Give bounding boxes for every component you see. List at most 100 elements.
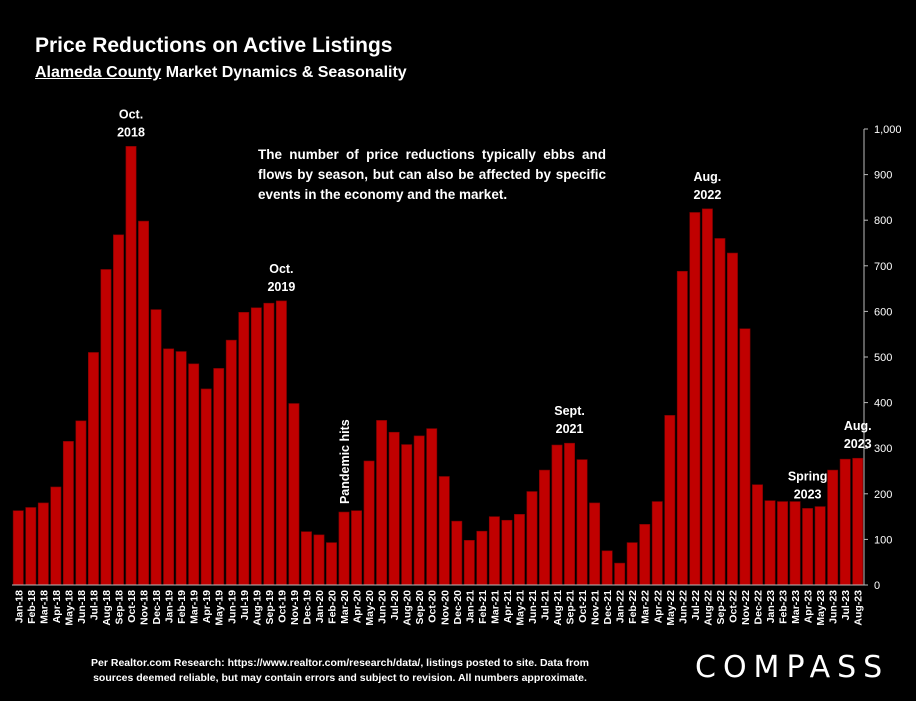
x-tick-label: Aug-22 — [702, 590, 714, 626]
bar-Nov-19 — [288, 403, 300, 586]
bar-May-22 — [664, 415, 676, 586]
y-tick-label: 0 — [874, 580, 880, 592]
x-tick-label: Jan-18 — [13, 590, 25, 623]
x-tick-label: Jul-23 — [840, 590, 852, 621]
x-tick-label: Apr-20 — [352, 590, 364, 623]
bar-Oct-18 — [125, 146, 137, 586]
x-tick-label: Apr-18 — [51, 590, 63, 623]
x-tick-label: Mar-20 — [339, 590, 351, 624]
bar-Sep-22 — [714, 238, 726, 586]
source-footer: Per Realtor.com Research: https://www.re… — [40, 656, 640, 686]
bar-Sep-21 — [564, 442, 575, 586]
y-tick-label: 700 — [874, 261, 892, 273]
x-tick-label: Sep-20 — [414, 590, 426, 625]
bar-Jul-20 — [388, 431, 400, 586]
bar-May-21 — [514, 514, 525, 586]
x-tick-label: Feb-18 — [26, 590, 38, 624]
x-tick-label: Dec-22 — [753, 590, 765, 625]
x-tick-label: Aug-19 — [251, 590, 263, 626]
x-tick-label: Jun-21 — [527, 590, 539, 624]
x-tick-label: Sep-19 — [264, 590, 276, 625]
bar-Aug-18 — [100, 269, 112, 586]
x-tick-label: Dec-21 — [602, 590, 614, 625]
bar-Mar-21 — [488, 516, 500, 586]
bar-Jun-23 — [827, 469, 839, 586]
footer-line-1: Per Realtor.com Research: https://www.re… — [91, 657, 589, 669]
bar-Jul-21 — [539, 469, 550, 586]
x-tick-label: Dec-19 — [301, 590, 313, 625]
x-tick-label: Dec-20 — [452, 590, 464, 625]
annotation-label: Pandemic hits — [338, 419, 352, 504]
bar-Dec-18 — [150, 309, 162, 586]
x-tick-label: Jan-19 — [164, 590, 176, 623]
chart-subtitle: Alameda County Market Dynamics & Seasona… — [35, 64, 407, 82]
y-tick-label: 200 — [874, 489, 892, 501]
bar-Aug-21 — [551, 444, 563, 586]
annotation-label: 2023 — [794, 487, 822, 501]
bar-Dec-21 — [601, 550, 613, 586]
bar-Oct-19 — [275, 300, 287, 586]
x-tick-label: Feb-23 — [778, 590, 790, 624]
bar-Jun-19 — [225, 339, 237, 586]
bar-May-19 — [213, 368, 225, 586]
x-tick-label: Feb-21 — [477, 590, 489, 624]
bar-Feb-20 — [326, 542, 337, 586]
bar-Jan-18 — [12, 510, 24, 586]
x-tick-label: Oct-18 — [126, 590, 138, 623]
x-tick-label: Jul-21 — [540, 590, 552, 621]
bar-Jul-23 — [839, 458, 851, 586]
y-tick-label: 800 — [874, 215, 892, 227]
x-tick-label: Jan-21 — [464, 590, 476, 623]
annotation-label: Aug. — [844, 419, 872, 433]
x-tick-label: Jan-23 — [765, 590, 777, 623]
x-tick-label: Nov-21 — [590, 590, 602, 625]
bar-Nov-20 — [438, 476, 450, 586]
x-tick-label: Apr-19 — [201, 590, 213, 623]
bar-Oct-21 — [576, 459, 588, 586]
x-tick-label: Sep-22 — [715, 590, 727, 625]
bar-Nov-18 — [138, 220, 149, 586]
x-tick-label: Jun-22 — [677, 590, 689, 624]
footer-line-2: sources deemed reliable, but may contain… — [93, 672, 587, 684]
annotation-label: Oct. — [269, 262, 293, 276]
bar-Aug-19 — [250, 307, 262, 586]
bar-Apr-19 — [200, 388, 212, 586]
bar-Nov-22 — [739, 328, 751, 586]
x-tick-label: Aug-20 — [402, 590, 414, 626]
bar-Jan-22 — [614, 562, 626, 586]
x-tick-label: Jul-20 — [389, 590, 401, 621]
x-tick-label: Oct-22 — [727, 590, 739, 623]
bar-Dec-22 — [752, 484, 763, 586]
x-tick-label: Jun-19 — [226, 590, 238, 624]
bar-Jul-18 — [88, 352, 99, 586]
bar-Aug-22 — [701, 208, 713, 586]
x-tick-label: Oct-19 — [276, 590, 288, 623]
bar-Feb-19 — [175, 351, 187, 586]
x-tick-label: Mar-19 — [189, 590, 201, 624]
x-tick-label: Nov-18 — [139, 590, 151, 625]
x-tick-label: Mar-23 — [790, 590, 802, 624]
x-tick-label: Aug-23 — [853, 590, 865, 626]
subtitle-rest: Market Dynamics & Seasonality — [161, 64, 407, 81]
bar-Mar-19 — [188, 363, 200, 586]
bar-Oct-20 — [426, 428, 438, 586]
x-tick-label: Jul-18 — [88, 590, 100, 621]
y-tick-label: 900 — [874, 170, 892, 182]
annotation-label: 2023 — [844, 437, 872, 451]
annotation-label: 2021 — [556, 422, 584, 436]
bar-Mar-20 — [338, 511, 350, 586]
bar-Feb-21 — [476, 530, 488, 586]
y-tick-label: 500 — [874, 352, 892, 364]
x-tick-label: Mar-22 — [640, 590, 652, 624]
bar-Jun-22 — [676, 270, 688, 586]
bar-Aug-23 — [852, 457, 864, 586]
x-tick-label: May-22 — [665, 590, 677, 626]
y-tick-label: 100 — [874, 534, 892, 546]
bar-Sep-20 — [413, 435, 425, 586]
annotation-label: 2022 — [693, 188, 721, 202]
x-tick-label: May-19 — [214, 590, 226, 626]
bar-May-23 — [814, 506, 826, 586]
bar-Feb-22 — [626, 542, 638, 586]
bar-Sep-18 — [113, 234, 124, 586]
bar-Apr-20 — [351, 510, 362, 586]
